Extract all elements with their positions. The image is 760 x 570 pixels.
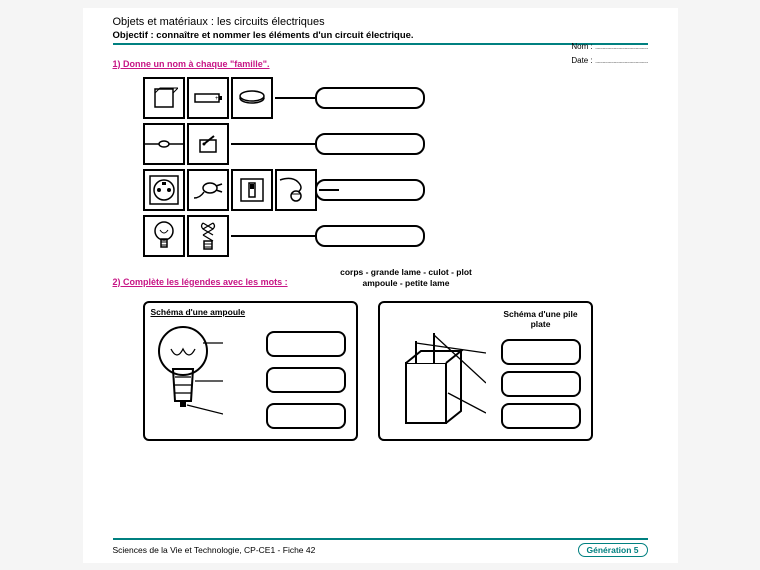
- bulb-diagram-icon: [153, 321, 223, 431]
- cell-lamp-cord: [275, 169, 317, 211]
- name-field[interactable]: [595, 42, 648, 51]
- label-blank[interactable]: [501, 371, 581, 397]
- svg-text:+: +: [215, 96, 219, 102]
- battery-diagram-icon: [386, 313, 486, 433]
- family-row: [143, 169, 648, 211]
- cell-battery-box: [143, 77, 185, 119]
- label-blank[interactable]: [501, 339, 581, 365]
- words-line2: ampoule - petite lame: [363, 278, 450, 288]
- date-field[interactable]: [595, 56, 648, 65]
- answer-blank[interactable]: [315, 133, 425, 155]
- cell-wall-socket: [143, 169, 185, 211]
- date-label: Date :: [571, 56, 592, 65]
- footer-left: Sciences de la Vie et Technologie, CP-CE…: [113, 545, 316, 555]
- family-row: +: [143, 77, 648, 119]
- answer-blank[interactable]: [315, 179, 425, 201]
- q2-title: 2) Complète les légendes avec les mots :: [113, 277, 288, 287]
- cell-battery-cyl: +: [187, 77, 229, 119]
- q2-word-bank: corps - grande lame - culot - plot ampou…: [340, 267, 472, 289]
- label-blank[interactable]: [266, 403, 346, 429]
- brand-badge: Génération 5: [578, 543, 648, 557]
- words-line1: corps - grande lame - culot - plot: [340, 267, 472, 277]
- connector-line: [231, 235, 315, 237]
- page-title: Objets et matériaux : les circuits élect…: [113, 16, 648, 28]
- connector-line: [275, 97, 315, 99]
- worksheet: Objets et matériaux : les circuits élect…: [83, 8, 678, 563]
- schema-pile: Schéma d'une pile plate: [378, 301, 593, 441]
- cell-wire-switch: [143, 123, 185, 165]
- q1-title: 1) Donne un nom à chaque "famille".: [113, 59, 648, 69]
- cell-wall-switch: [231, 169, 273, 211]
- footer: Sciences de la Vie et Technologie, CP-CE…: [113, 538, 648, 557]
- family-row: [143, 215, 648, 257]
- cell-bulb-round: [143, 215, 185, 257]
- schema-ampoule: Schéma d'une ampoule: [143, 301, 358, 441]
- answer-blank[interactable]: [315, 87, 425, 109]
- label-blank[interactable]: [266, 331, 346, 357]
- name-label: Nom :: [571, 42, 592, 51]
- cell-switch-lever: [187, 123, 229, 165]
- schema-row: Schéma d'une ampoule Schéma d'une pile p…: [143, 301, 648, 441]
- cell-battery-flat: [231, 77, 273, 119]
- name-date-block: Nom : Date :: [571, 40, 647, 69]
- objective-line: Objectif : connaître et nommer les éléme…: [113, 30, 648, 45]
- cell-plug: [187, 169, 229, 211]
- answer-blank[interactable]: [315, 225, 425, 247]
- label-blank[interactable]: [266, 367, 346, 393]
- family-row: [143, 123, 648, 165]
- schema-left-title: Schéma d'une ampoule: [151, 307, 350, 317]
- connector-line: [231, 143, 315, 145]
- schema-right-title: Schéma d'une pile plate: [501, 309, 581, 329]
- cell-bulb-spiral: [187, 215, 229, 257]
- label-blank[interactable]: [501, 403, 581, 429]
